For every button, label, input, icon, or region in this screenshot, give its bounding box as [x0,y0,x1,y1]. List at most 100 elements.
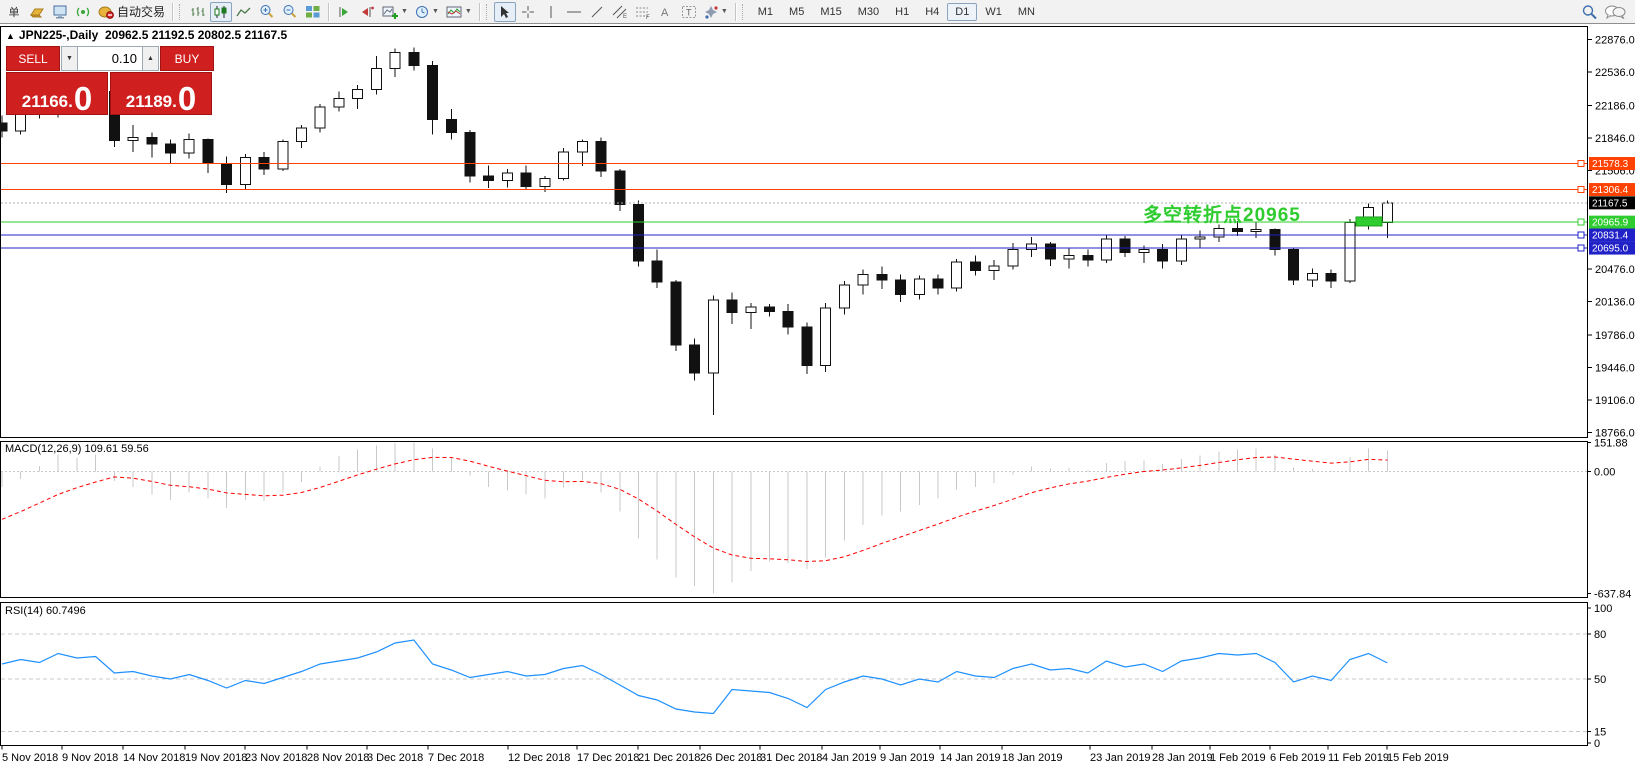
fibonacci-button[interactable]: F [632,2,654,22]
crosshair-button[interactable] [517,2,539,22]
level-line-handle[interactable] [1577,231,1585,239]
clock-icon [415,5,428,18]
svg-text:F: F [646,15,650,19]
periods-button[interactable]: ▼ [412,2,442,22]
chart-shift-icon [362,6,374,17]
sell-price-block[interactable]: 21166. 0 [6,72,108,115]
dropdown-caret-icon: ▼ [401,8,408,15]
templates-button[interactable]: ▼ [443,2,475,22]
level-line-handle[interactable] [1577,160,1585,168]
price-axis-label: 19446.0 [1595,363,1635,375]
candle-bullish [1026,243,1038,251]
macd-axis-label: -637.84 [1594,588,1631,600]
terminal-window-button[interactable] [49,2,71,22]
svg-text:T: T [686,7,692,17]
candle-bullish [857,273,869,286]
timeframe-m15[interactable]: M15 [820,5,842,18]
zoom-out-button[interactable] [279,2,301,22]
candle-bearish [632,204,644,262]
market-watch-icon[interactable] [26,2,48,22]
text-label-button[interactable]: T [678,2,700,22]
chart-canvas[interactable]: 22876.022536.022186.021846.021506.020476… [0,24,1635,770]
chat-icon[interactable] [1604,4,1626,20]
buy-button[interactable]: BUY [160,46,214,71]
gold-icon [29,8,44,17]
date-axis-label: 26 Dec 2018 [700,752,762,764]
candle-bullish [501,172,513,182]
new-chart-button[interactable]: ▼ [379,2,411,22]
candle-bullish [1194,236,1206,240]
candle-bearish [1157,249,1169,262]
timeframe-h1[interactable]: H1 [895,5,910,18]
candle-bearish [1119,238,1131,253]
new-order-label: 单 [8,6,20,19]
candle-bullish [838,284,850,309]
level-line-handle[interactable] [1577,186,1585,194]
toolbar-grip [485,3,491,20]
line-chart-icon [236,7,251,16]
line-chart-button[interactable] [233,2,255,22]
sell-button[interactable]: SELL [6,46,60,71]
arrows-button[interactable]: ▼ [701,2,731,22]
monitor-icon [53,5,67,18]
timeframe-h4[interactable]: H4 [925,5,940,18]
toolbar-separator [328,2,330,21]
date-axis-label: 23 Nov 2018 [245,752,307,764]
toolbar-separator [478,2,480,21]
level-line-handle[interactable] [1577,244,1585,252]
timeframe-mn[interactable]: MN [1017,5,1035,18]
chart-annotation-text: 多空转折点20965 [1143,205,1301,226]
autotrading-button[interactable]: 自动交易 [95,2,168,22]
buy-price-block[interactable]: 21189. 0 [110,72,212,115]
timeframe-w1[interactable]: W1 [985,5,1002,18]
date-axis-label: 12 Dec 2018 [508,752,570,764]
tile-windows-icon [306,5,320,17]
channel-button[interactable]: E [609,2,631,22]
level-price-tag-label: 20831.4 [1592,231,1629,242]
toolbar-separator [172,2,174,21]
timeframe-m5[interactable]: M5 [789,5,805,18]
rsi-axis-label: 15 [1594,727,1606,739]
candle-bearish [427,65,439,120]
volume-increase-button[interactable]: ▲ [142,46,159,71]
text-button[interactable]: A [655,2,677,22]
signal-button[interactable] [72,2,94,22]
zoom-in-button[interactable] [256,2,278,22]
candle-bullish [576,140,588,153]
candlestick-chart-button[interactable] [210,1,233,22]
highlight-zone[interactable] [1355,216,1383,227]
auto-scroll-button[interactable] [333,2,355,22]
timeframe-m30[interactable]: M30 [857,5,880,18]
zoom-in-icon [260,5,274,18]
horizontal-line-icon [566,11,581,12]
main-price-pane [0,26,1588,438]
search-icon[interactable] [1581,4,1598,20]
horizontal-line-button[interactable] [563,2,585,22]
candle-bearish [202,138,214,164]
candle-bullish [558,151,570,180]
collapse-arrow-icon[interactable]: ▲ [6,31,15,41]
chart-shift-button[interactable] [356,2,378,22]
rsi-indicator-label: RSI(14) 60.7496 [5,605,86,617]
date-axis-label: 3 Dec 2018 [367,752,423,764]
volume-decrease-button[interactable]: ▼ [61,46,78,71]
date-axis-label: 28 Nov 2018 [307,752,369,764]
bar-chart-button[interactable] [187,2,209,22]
autotrading-label: 自动交易 [117,5,166,19]
timeframe-m1[interactable]: M1 [757,5,774,18]
candle-bearish [801,326,813,366]
svg-text:A: A [661,7,669,19]
tile-windows-button[interactable] [302,2,324,22]
vertical-line-button[interactable] [540,2,562,22]
date-axis-label: 31 Dec 2018 [760,752,822,764]
timeframe-d1[interactable]: D1 [947,2,978,21]
level-line-handle[interactable] [1577,218,1585,226]
level-price-tag-label: 20965.9 [1592,218,1629,229]
macd-axis-label: 151.88 [1594,437,1628,449]
text-label-icon: T [681,5,696,18]
level-price-tag [1589,215,1635,229]
volume-input[interactable]: 0.10 [78,46,142,71]
new-order-button[interactable]: 单 [3,2,25,22]
cursor-button[interactable] [493,1,516,22]
trendline-button[interactable] [586,2,608,22]
